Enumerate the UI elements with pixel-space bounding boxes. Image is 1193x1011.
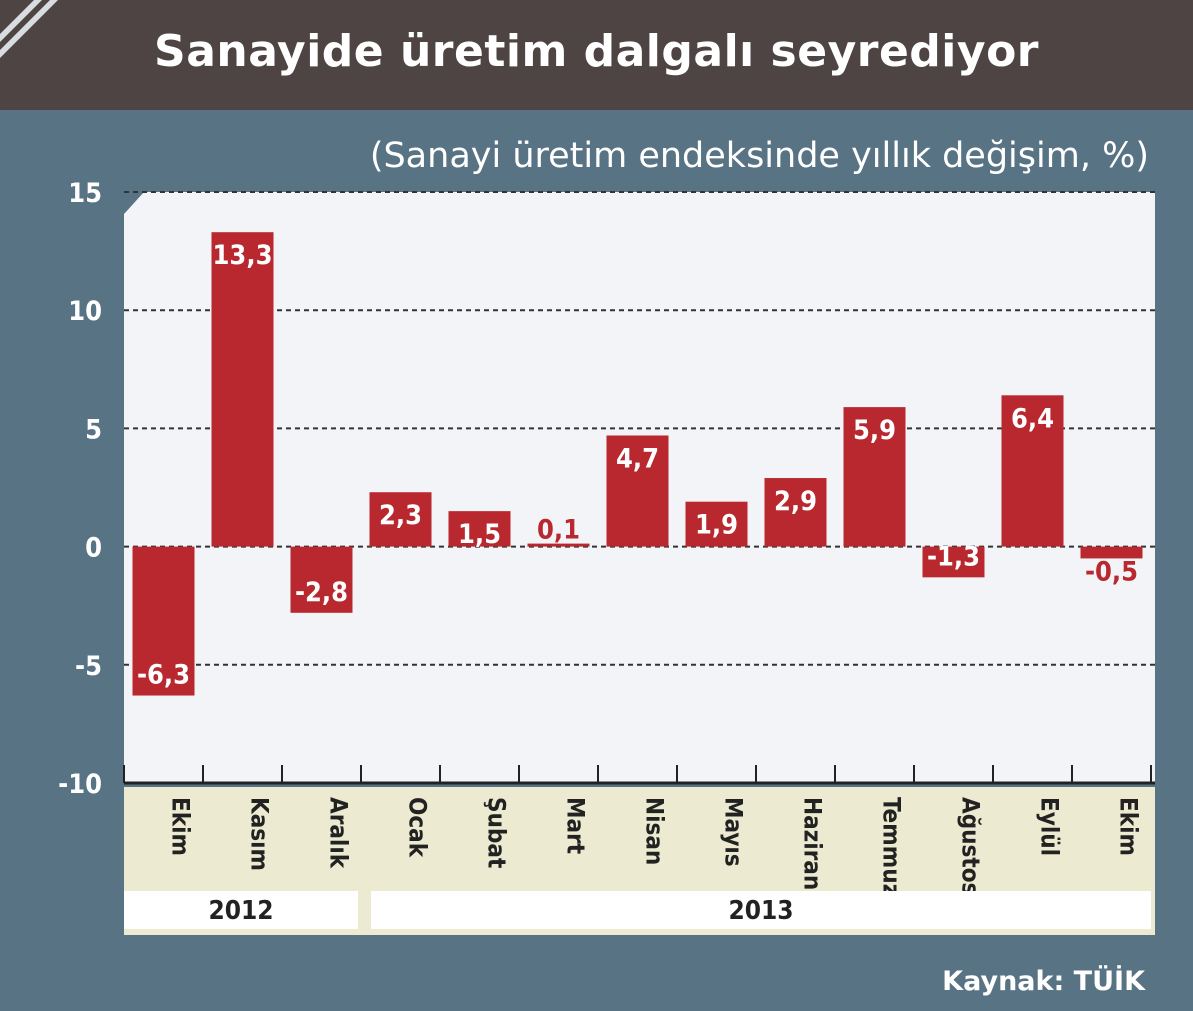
bar: [764, 478, 827, 547]
plot-area: [124, 192, 1155, 935]
bar-value-label: 4,7: [616, 443, 659, 474]
bar: [606, 435, 669, 547]
bar: [448, 511, 511, 547]
bar: [1080, 546, 1143, 559]
y-tick-label: 10: [68, 296, 102, 327]
year-group-box: [124, 891, 358, 929]
axes: 15 10 5 0 -5 -10: [58, 178, 1155, 800]
chart-subtitle: (Sanayi üretim endeksinde yıllık değişim…: [369, 136, 1149, 176]
x-category-label: Haziran: [799, 797, 827, 890]
bar-value-label: 13,3: [213, 240, 273, 271]
year-group-box: [371, 891, 1151, 929]
bar-value-label: 2,3: [379, 500, 422, 531]
chart-title: Sanayide üretim dalgalı seyrediyor: [154, 26, 1039, 77]
x-category-label: Temmuz: [878, 797, 906, 896]
bars: [132, 232, 1143, 696]
x-category-label: Ekim: [167, 797, 195, 856]
y-tick-label: -5: [75, 651, 102, 682]
bar-value-label: 0,1: [537, 515, 580, 546]
bar: [922, 546, 985, 578]
y-tick-label: 5: [85, 414, 102, 445]
bar-value-label: 6,4: [1011, 403, 1054, 434]
bar: [843, 407, 906, 547]
x-category-label: Mart: [562, 797, 590, 854]
bar-value-label: 1,5: [458, 519, 501, 550]
bar-value-label: -6,3: [137, 660, 190, 691]
x-category-label: Kasım: [246, 797, 274, 871]
bar-value-label: 2,9: [774, 486, 817, 517]
bar-value-label: 5,9: [853, 415, 896, 446]
value-labels: -6,3 13,3 -2,8 2,3 1,5 0,1 4,7 1,9 2,9 5,9 -1,3 6,4…: [137, 240, 1138, 690]
bar-value-label: -1,3: [927, 541, 980, 572]
bar: [211, 232, 274, 547]
x-category-label: Ekim: [1115, 797, 1143, 856]
bar: [685, 501, 748, 547]
x-category-label: Şubat: [483, 797, 511, 868]
bar: [132, 546, 195, 696]
category-labels: Ekim Kasım Aralık Ocak Şubat Mart Nisan Mayıs Ha…: [167, 797, 1143, 896]
corner-stripes-decoration: [0, 0, 58, 58]
x-category-label: Ağustos: [957, 797, 985, 895]
year-group-label: 2012: [208, 896, 273, 926]
x-category-label: Mayıs: [720, 797, 748, 867]
x-category-label: Aralık: [325, 797, 353, 869]
header-band: [0, 0, 1193, 110]
x-category-label: Ocak: [404, 797, 432, 858]
year-group-label: 2013: [728, 896, 793, 926]
y-tick-label: 15: [68, 178, 102, 209]
x-category-label: Eylül: [1036, 797, 1064, 856]
bar-value-label: -2,8: [295, 577, 348, 608]
bar-value-label: 1,9: [695, 510, 738, 541]
source-note: Kaynak: TÜİK: [942, 966, 1145, 997]
y-tick-label: -10: [58, 769, 102, 800]
bar: [290, 546, 353, 613]
bar-value-label: -0,5: [1085, 557, 1138, 588]
bar: [369, 492, 432, 547]
year-groups: 2012 2013: [124, 891, 1151, 929]
bar: [1001, 395, 1064, 547]
y-tick-label: 0: [85, 533, 102, 564]
bar: [527, 543, 590, 547]
x-category-label: Nisan: [641, 797, 669, 865]
